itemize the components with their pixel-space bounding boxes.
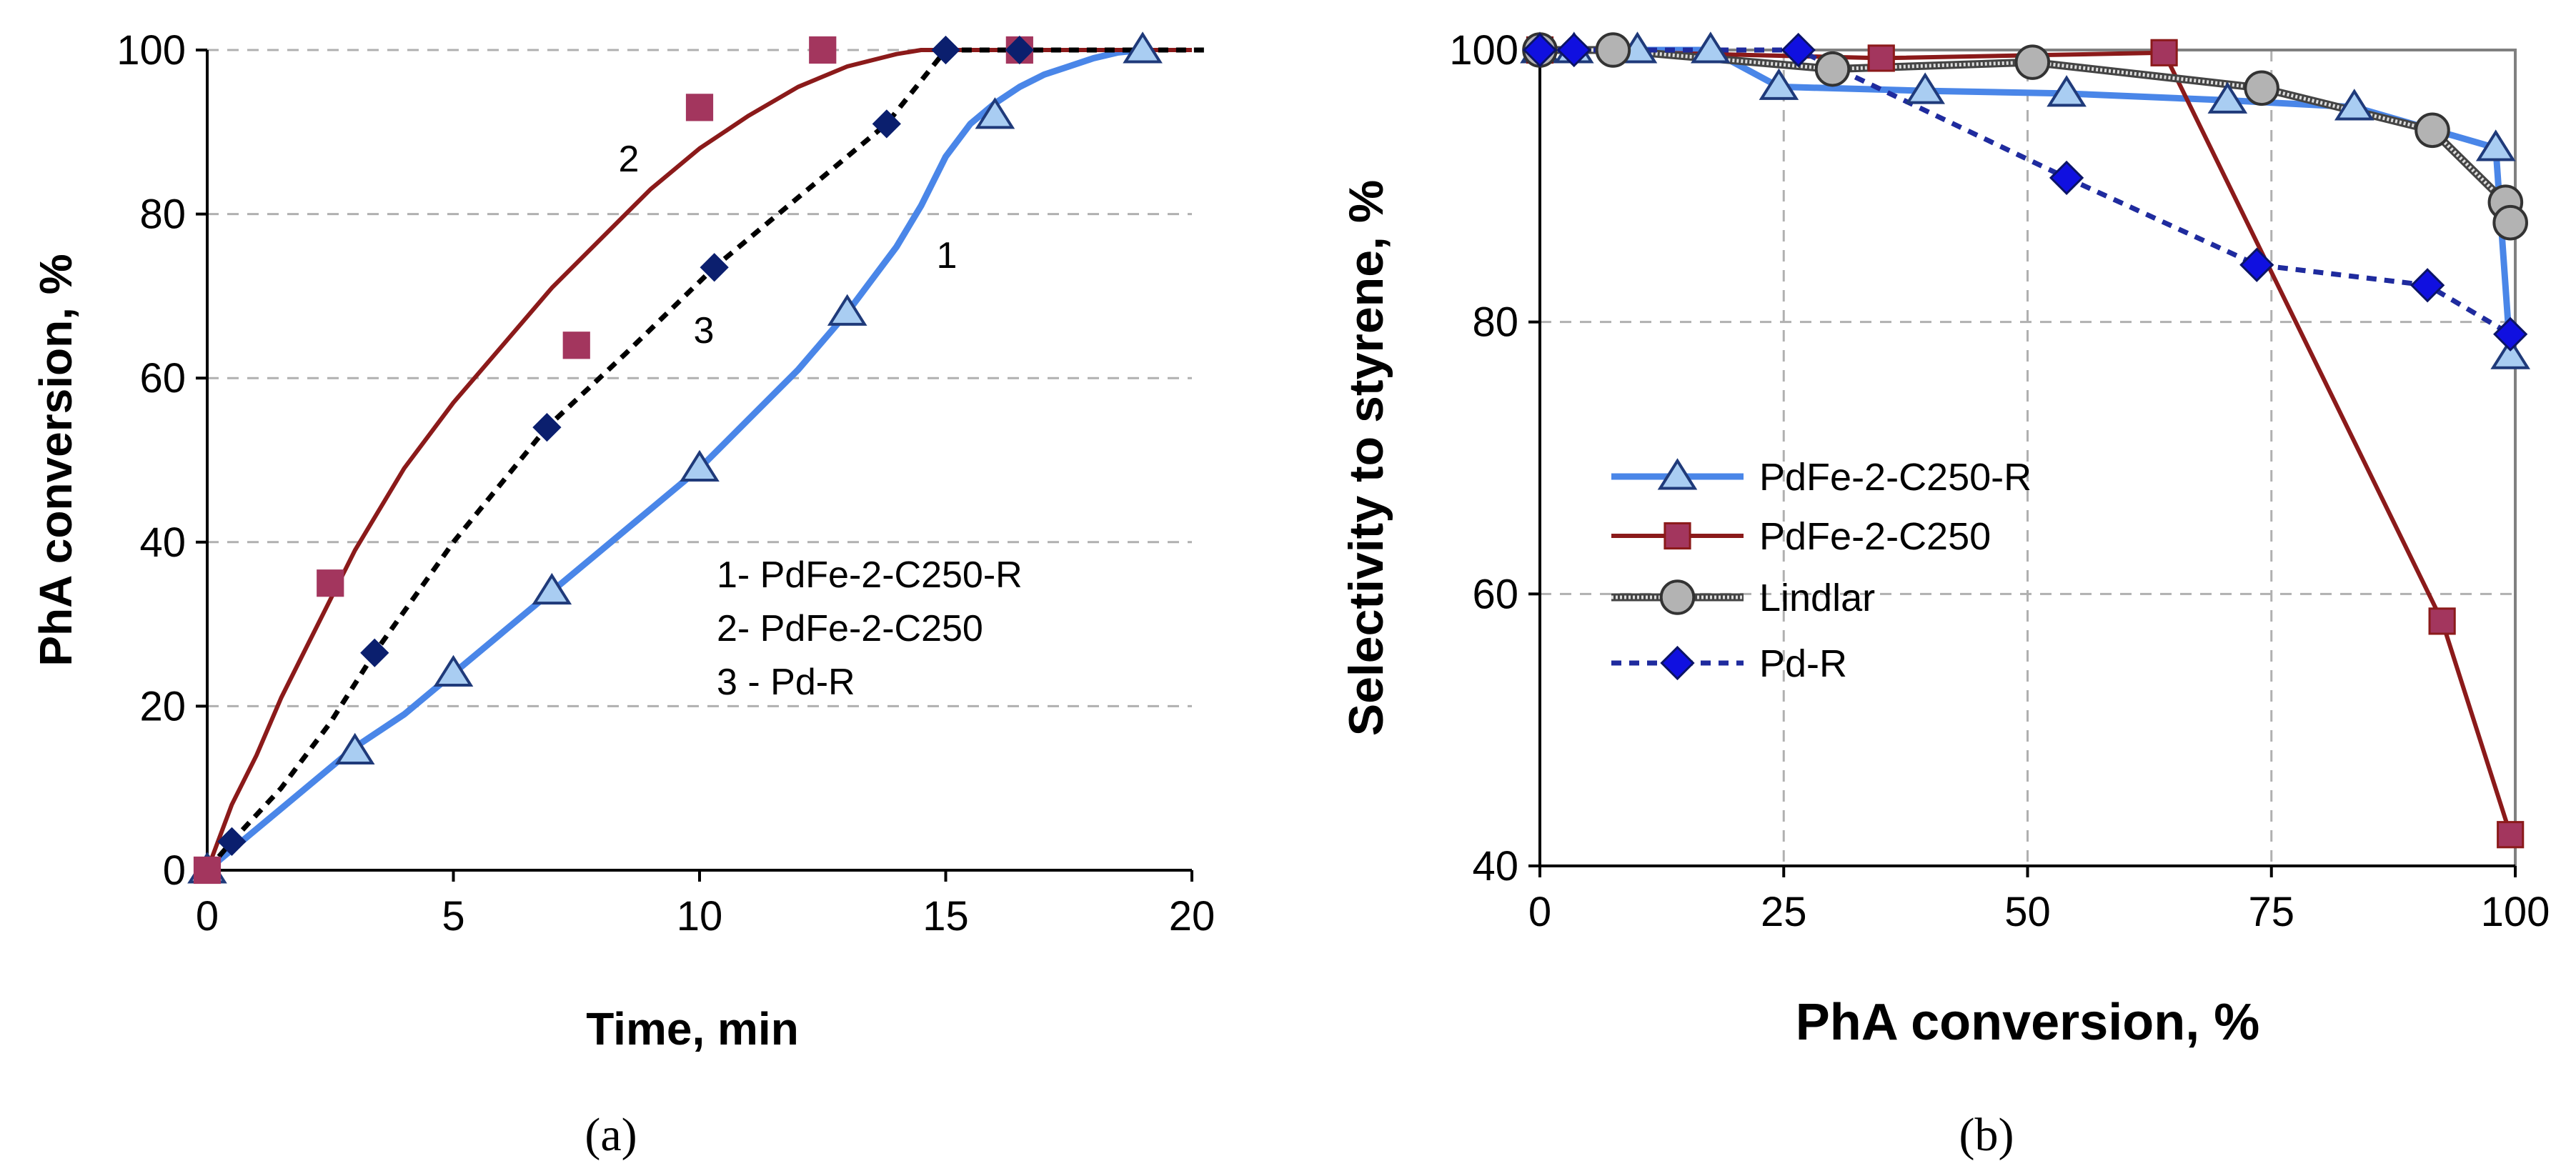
data-point-3	[2492, 204, 2528, 241]
series-line-1	[205, 46, 1143, 873]
data-point-2	[685, 94, 714, 121]
x-tick-label: 0	[1528, 889, 1551, 935]
legend-label-2: PdFe-2-C250	[1759, 515, 1991, 558]
data-point-1	[2047, 75, 2087, 107]
data-point-1	[2490, 337, 2530, 369]
legend-label-3: Lindlar	[1759, 577, 1875, 619]
y-tick-label: 40	[1472, 843, 1518, 890]
x-tick-label: 100	[2481, 889, 2550, 935]
data-point-4	[2049, 160, 2084, 196]
data-point-2	[193, 856, 222, 885]
data-point-3	[931, 35, 960, 65]
data-point-2	[562, 332, 590, 359]
y-axis-label: PhA conversion, %	[30, 254, 81, 666]
x-tick-label: 10	[677, 893, 723, 940]
data-point-3	[1595, 32, 1631, 68]
data-point-3	[1005, 35, 1034, 65]
data-point-3	[2244, 70, 2279, 106]
legend-marker-2	[1664, 522, 1691, 550]
x-tick-label: 0	[196, 893, 219, 940]
caption-b: (b)	[1959, 1109, 2014, 1161]
data-point-1	[1759, 68, 1799, 100]
data-point-1	[1691, 31, 1731, 64]
legend-text-3: 3 - Pd-R	[717, 662, 855, 703]
x-tick-label: 20	[1169, 893, 1215, 940]
data-point-4	[2493, 317, 2528, 352]
data-point-3	[872, 109, 901, 139]
data-point-2	[2428, 607, 2456, 635]
data-point-1	[827, 294, 867, 326]
legend-marker-4	[1660, 645, 1695, 681]
data-point-1	[975, 97, 1015, 129]
y-tick-label: 0	[163, 847, 186, 894]
data-point-2	[2150, 39, 2178, 66]
data-point-3	[700, 253, 729, 282]
data-point-1	[334, 732, 375, 765]
data-point-4	[2410, 268, 2445, 303]
y-tick-label: 60	[1472, 571, 1518, 617]
data-point-4	[1556, 32, 1591, 68]
data-point-1	[680, 449, 720, 482]
chart-b: 40 60 80 100 0 25 50 75 100 PhA conversion, % Sele…	[1339, 27, 2550, 1161]
series-line-3	[205, 47, 1207, 872]
data-point-3	[2415, 112, 2450, 149]
data-point-1	[1123, 31, 1163, 64]
series-line-1	[1540, 46, 2514, 357]
curve-label-2: 2	[619, 139, 640, 180]
legend-text-2: 2- PdFe-2-C250	[717, 608, 983, 649]
x-axis-label: Time, min	[586, 1003, 799, 1055]
caption-a: (a)	[585, 1109, 637, 1161]
series-line-2	[205, 48, 1192, 872]
y-tick-label: 40	[139, 519, 186, 566]
data-point-2	[317, 569, 344, 597]
y-tick-label: 20	[139, 683, 186, 729]
data-point-2	[1867, 44, 1895, 72]
data-point-3	[360, 638, 389, 667]
y-tick-label: 80	[1472, 299, 1518, 346]
x-tick-label: 5	[442, 893, 464, 940]
x-tick-label: 75	[2248, 889, 2294, 935]
data-point-1	[1905, 72, 1945, 104]
series-line-3	[1540, 48, 2512, 224]
legend-marker-1	[1657, 458, 1698, 490]
data-point-1	[2475, 129, 2516, 161]
data-point-1	[433, 654, 474, 687]
legend-label-4: Pd-R	[1759, 642, 1847, 685]
x-tick-label: 15	[923, 893, 969, 940]
data-point-1	[532, 572, 572, 605]
legend-marker-3	[1659, 579, 1696, 615]
y-tick-label: 80	[139, 191, 186, 238]
x-tick-label: 50	[2004, 889, 2051, 935]
curve-label-3: 3	[694, 310, 715, 352]
data-point-3	[532, 412, 562, 442]
series-line-2	[1539, 48, 2513, 836]
data-point-2	[809, 36, 837, 64]
data-point-3	[217, 827, 247, 856]
data-point-4	[2239, 247, 2274, 282]
x-axis-label: PhA conversion, %	[1796, 994, 2259, 1051]
data-point-3	[1814, 51, 1851, 87]
legend: PdFe-2-C250-R PdFe-2-C250 Lindlar Pd-R	[1611, 456, 2032, 685]
y-tick-label: 100	[1449, 27, 1518, 74]
data-point-1	[2334, 89, 2374, 121]
data-point-4	[1781, 32, 1816, 68]
x-tick-label: 25	[1761, 889, 1807, 935]
curve-label-1: 1	[937, 235, 958, 276]
chart-a: 0 20 40 60 80 100 0 5 10 15 20 Time, min PhA convers…	[30, 27, 1215, 1161]
y-tick-label: 100	[116, 27, 186, 74]
y-axis-label: Selectivity to styrene, %	[1339, 180, 1393, 737]
y-tick-label: 60	[139, 355, 186, 402]
legend-label-1: PdFe-2-C250-R	[1759, 456, 2032, 499]
data-point-1	[2207, 81, 2248, 114]
data-point-4	[1522, 32, 1558, 68]
data-point-2	[2497, 821, 2525, 849]
legend-text-1: 1- PdFe-2-C250-R	[717, 554, 1023, 596]
data-point-3	[2014, 44, 2051, 80]
